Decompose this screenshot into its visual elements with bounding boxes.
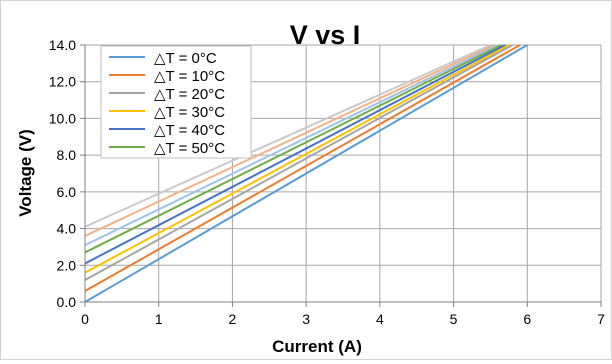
legend-box [100, 45, 252, 159]
x-tick-label: 5 [450, 311, 458, 327]
x-tick-label: 1 [155, 311, 163, 327]
y-tick-label: 6.0 [57, 184, 77, 200]
x-tick-label: 4 [376, 311, 384, 327]
series-line [84, 44, 502, 254]
y-tick-label: 10.0 [49, 110, 76, 126]
legend-label: △T = 0°C [154, 50, 217, 67]
x-tick-label: 0 [81, 311, 89, 327]
series-line [84, 44, 528, 303]
series-line [84, 44, 506, 265]
y-tick-label: 2.0 [57, 257, 77, 273]
legend-label: △T = 10°C [154, 68, 225, 85]
axes: 0 1 2 3 4 5 6 7 0.0 2.0 4.0 6.0 8.0 10.0 12.0 14.0 [49, 37, 605, 327]
x-tick-label: 3 [302, 311, 310, 327]
x-tick-label: 7 [597, 311, 605, 327]
legend-label: △T = 40°C [154, 122, 225, 139]
legend-label: △T = 30°C [154, 104, 225, 121]
legend-label: △T = 50°C [154, 140, 225, 157]
y-tick-label: 4.0 [57, 221, 77, 237]
y-tick-label: 8.0 [57, 147, 77, 163]
legend: △T = 0°C△T = 10°C△T = 20°C△T = 30°C△T = … [100, 45, 252, 159]
series-line [84, 44, 521, 292]
x-axis-label: Current (A) [272, 337, 362, 356]
y-tick-label: 0.0 [57, 294, 77, 310]
series-line [84, 44, 514, 281]
series-line [84, 44, 499, 246]
y-tick-label: 12.0 [49, 74, 76, 90]
legend-label: △T = 20°C [154, 86, 225, 103]
series-line [84, 44, 491, 228]
series-line [84, 44, 495, 237]
x-tick-label: 6 [523, 311, 531, 327]
x-tick-label: 2 [229, 311, 237, 327]
y-axis-label: Voltage (V) [16, 129, 35, 217]
chart-title: V vs I [290, 20, 361, 50]
series-line [84, 44, 510, 274]
series-lines [84, 44, 528, 303]
y-tick-label: 14.0 [49, 37, 76, 53]
